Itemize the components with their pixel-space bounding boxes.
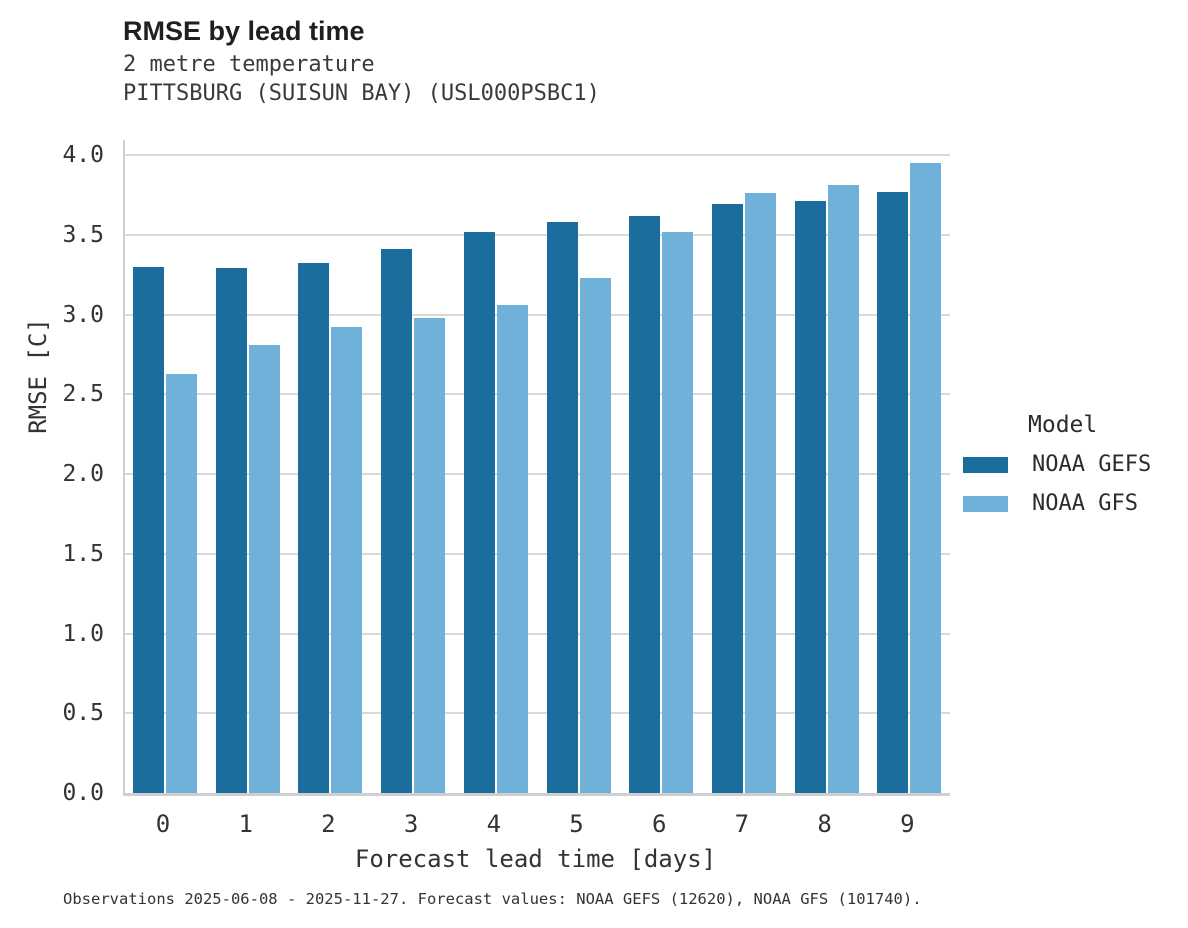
- bar-noaa-gefs-day-9: [877, 191, 909, 793]
- bar-noaa-gfs-day-6: [662, 231, 694, 793]
- bar-noaa-gfs-day-3: [414, 317, 446, 793]
- bar-noaa-gefs-day-2: [298, 263, 330, 793]
- x-tick-label-2: 2: [321, 810, 336, 838]
- chart-subtitle-variable: 2 metre temperature: [123, 52, 375, 77]
- x-axis-title: Forecast lead time [days]: [354, 845, 717, 873]
- bar-noaa-gfs-day-7: [744, 193, 776, 793]
- bar-noaa-gefs-day-5: [546, 222, 578, 793]
- footer-note: Observations 2025-06-08 - 2025-11-27. Fo…: [63, 890, 922, 908]
- gridline-y-0.5: [125, 712, 950, 715]
- legend-title: Model: [1028, 412, 1098, 438]
- y-tick-label-1.5: 1.5: [62, 540, 104, 567]
- bar-noaa-gefs-day-1: [215, 268, 247, 793]
- y-tick-label-1.0: 1.0: [62, 620, 104, 647]
- bar-noaa-gfs-day-2: [331, 327, 363, 793]
- y-tick-label-0.0: 0.0: [62, 780, 104, 806]
- bar-noaa-gefs-day-6: [629, 215, 661, 793]
- y-tick-label-3.5: 3.5: [62, 221, 104, 248]
- y-tick-label-3.0: 3.0: [62, 301, 104, 328]
- plot-area: [123, 140, 950, 796]
- gridline-y-3.0: [125, 313, 950, 316]
- x-tick-label-5: 5: [569, 810, 584, 838]
- y-tick-label-0.5: 0.5: [62, 700, 104, 727]
- bar-noaa-gfs-day-4: [496, 304, 528, 793]
- bar-noaa-gfs-day-5: [579, 277, 611, 793]
- chart-subtitle-station: PITTSBURG (SUISUN BAY) (USL000PSBC1): [123, 81, 600, 106]
- gridline-y-1.5: [125, 552, 950, 555]
- bar-noaa-gefs-day-4: [463, 231, 495, 793]
- bar-noaa-gfs-day-1: [248, 344, 280, 793]
- bar-noaa-gefs-day-8: [794, 201, 826, 793]
- gridline-y-3.5: [125, 233, 950, 236]
- legend-item-noaa-gfs: NOAA GFS: [963, 491, 1183, 516]
- gridline-y-1.0: [125, 632, 950, 635]
- gridline-y-4.0: [125, 154, 950, 156]
- bar-noaa-gefs-day-0: [133, 266, 164, 793]
- x-tick-label-7: 7: [734, 810, 750, 838]
- y-tick-label-2.5: 2.5: [62, 381, 104, 408]
- x-tick-label-8: 8: [817, 810, 832, 838]
- bar-noaa-gefs-day-7: [711, 204, 743, 793]
- legend-item-noaa-gefs: NOAA GEFS: [963, 452, 1183, 477]
- legend-swatch-icon: [963, 495, 1008, 512]
- legend-label: NOAA GFS: [1032, 491, 1138, 516]
- x-tick-label-9: 9: [900, 810, 915, 838]
- legend-label: NOAA GEFS: [1032, 452, 1152, 477]
- bar-noaa-gfs-day-0: [166, 373, 197, 793]
- gridline-y-2.0: [125, 473, 950, 475]
- x-tick-label-0: 0: [155, 810, 171, 838]
- x-tick-label-1: 1: [238, 810, 253, 838]
- y-tick-label-2.0: 2.0: [62, 461, 104, 487]
- x-tick-label-3: 3: [403, 810, 419, 838]
- chart-title: RMSE by lead time: [123, 16, 365, 46]
- legend: Model NOAA GEFS NOAA GFS: [963, 412, 1183, 530]
- gridline-y-2.5: [125, 393, 950, 396]
- legend-swatch-icon: [963, 456, 1008, 473]
- bar-noaa-gefs-day-3: [381, 249, 413, 793]
- x-tick-label-4: 4: [486, 810, 502, 838]
- y-tick-label-4.0: 4.0: [62, 142, 104, 168]
- bar-noaa-gfs-day-9: [910, 162, 942, 793]
- bar-noaa-gfs-day-8: [827, 185, 859, 793]
- x-tick-label-6: 6: [651, 810, 667, 838]
